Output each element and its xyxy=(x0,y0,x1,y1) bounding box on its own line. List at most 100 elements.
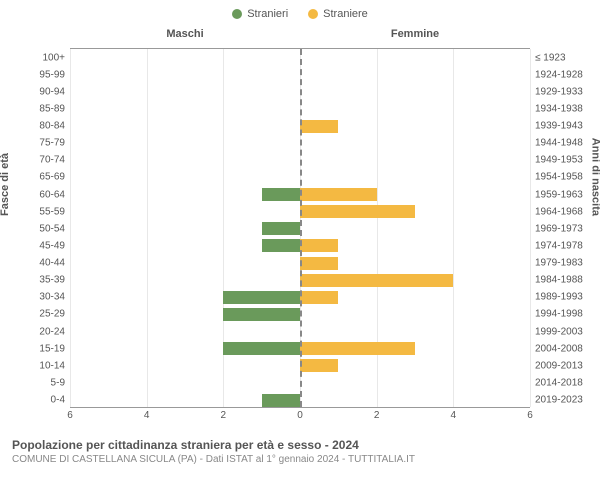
age-label: 85-89 xyxy=(10,103,65,114)
female-bar xyxy=(300,188,377,201)
birth-year-label: 1939-1943 xyxy=(535,121,595,132)
female-bar xyxy=(300,291,338,304)
birth-year-label: 1959-1963 xyxy=(535,189,595,200)
age-label: 30-34 xyxy=(10,292,65,303)
x-tick: 2 xyxy=(374,410,380,421)
female-side xyxy=(300,272,530,289)
header-row: Maschi Femmine xyxy=(70,28,530,48)
female-side xyxy=(300,100,530,117)
male-side xyxy=(70,306,300,323)
female-bar xyxy=(300,342,415,355)
chart-title: Popolazione per cittadinanza straniera p… xyxy=(12,438,588,452)
male-bar xyxy=(262,239,300,252)
age-label: 100+ xyxy=(10,52,65,63)
age-label: 60-64 xyxy=(10,189,65,200)
birth-year-label: 1984-1988 xyxy=(535,275,595,286)
male-side xyxy=(70,169,300,186)
chart-area: 100+≤ 192395-991924-192890-941929-193385… xyxy=(70,48,530,408)
grid-line xyxy=(530,49,531,407)
female-side xyxy=(300,118,530,135)
female-side xyxy=(300,135,530,152)
male-side xyxy=(70,323,300,340)
birth-year-label: 1974-1978 xyxy=(535,240,595,251)
age-label: 55-59 xyxy=(10,206,65,217)
female-side xyxy=(300,152,530,169)
male-bar xyxy=(223,291,300,304)
age-label: 0-4 xyxy=(10,395,65,406)
female-side xyxy=(300,186,530,203)
male-side xyxy=(70,49,300,66)
male-side xyxy=(70,357,300,374)
female-side xyxy=(300,49,530,66)
female-side xyxy=(300,392,530,409)
birth-year-label: ≤ 1923 xyxy=(535,52,595,63)
birth-year-label: 1979-1983 xyxy=(535,258,595,269)
male-side xyxy=(70,392,300,409)
birth-year-label: 1989-1993 xyxy=(535,292,595,303)
legend-male: Stranieri xyxy=(232,8,288,20)
male-side xyxy=(70,289,300,306)
male-side xyxy=(70,203,300,220)
male-side xyxy=(70,220,300,237)
x-tick: 6 xyxy=(527,410,533,421)
age-label: 50-54 xyxy=(10,223,65,234)
age-label: 45-49 xyxy=(10,240,65,251)
legend-female-marker xyxy=(308,9,318,19)
male-side xyxy=(70,66,300,83)
male-bar xyxy=(223,308,300,321)
x-tick: 0 xyxy=(297,410,303,421)
female-side xyxy=(300,203,530,220)
age-label: 75-79 xyxy=(10,138,65,149)
birth-year-label: 1964-1968 xyxy=(535,206,595,217)
female-bar xyxy=(300,120,338,133)
male-side xyxy=(70,152,300,169)
legend: Stranieri Straniere xyxy=(0,0,600,28)
female-side xyxy=(300,340,530,357)
male-side xyxy=(70,186,300,203)
male-side xyxy=(70,118,300,135)
footer: Popolazione per cittadinanza straniera p… xyxy=(0,428,600,465)
birth-year-label: 1999-2003 xyxy=(535,326,595,337)
female-bar xyxy=(300,257,338,270)
birth-year-label: 1949-1953 xyxy=(535,155,595,166)
male-side xyxy=(70,237,300,254)
male-bar xyxy=(262,188,300,201)
age-label: 90-94 xyxy=(10,86,65,97)
age-label: 70-74 xyxy=(10,155,65,166)
birth-year-label: 1934-1938 xyxy=(535,103,595,114)
birth-year-label: 1944-1948 xyxy=(535,138,595,149)
birth-year-label: 1969-1973 xyxy=(535,223,595,234)
x-axis: 6420246 xyxy=(70,408,530,428)
x-tick: 6 xyxy=(67,410,73,421)
female-side xyxy=(300,169,530,186)
male-side xyxy=(70,83,300,100)
chart-container: Maschi Femmine 100+≤ 192395-991924-19289… xyxy=(70,28,530,428)
age-label: 65-69 xyxy=(10,172,65,183)
legend-male-label: Stranieri xyxy=(247,8,288,20)
female-side xyxy=(300,323,530,340)
age-label: 10-14 xyxy=(10,360,65,371)
female-side xyxy=(300,83,530,100)
female-side xyxy=(300,237,530,254)
female-bar xyxy=(300,359,338,372)
x-tick: 2 xyxy=(221,410,227,421)
male-side xyxy=(70,272,300,289)
header-male: Maschi xyxy=(70,28,300,48)
legend-female-label: Straniere xyxy=(323,8,368,20)
age-label: 25-29 xyxy=(10,309,65,320)
female-side xyxy=(300,306,530,323)
age-label: 5-9 xyxy=(10,377,65,388)
birth-year-label: 1929-1933 xyxy=(535,86,595,97)
legend-male-marker xyxy=(232,9,242,19)
age-label: 80-84 xyxy=(10,121,65,132)
birth-year-label: 2019-2023 xyxy=(535,395,595,406)
female-side xyxy=(300,220,530,237)
male-side xyxy=(70,100,300,117)
female-side xyxy=(300,66,530,83)
header-female: Femmine xyxy=(300,28,530,48)
age-label: 20-24 xyxy=(10,326,65,337)
female-bar xyxy=(300,205,415,218)
birth-year-label: 2014-2018 xyxy=(535,377,595,388)
male-bar xyxy=(262,394,300,407)
age-label: 35-39 xyxy=(10,275,65,286)
